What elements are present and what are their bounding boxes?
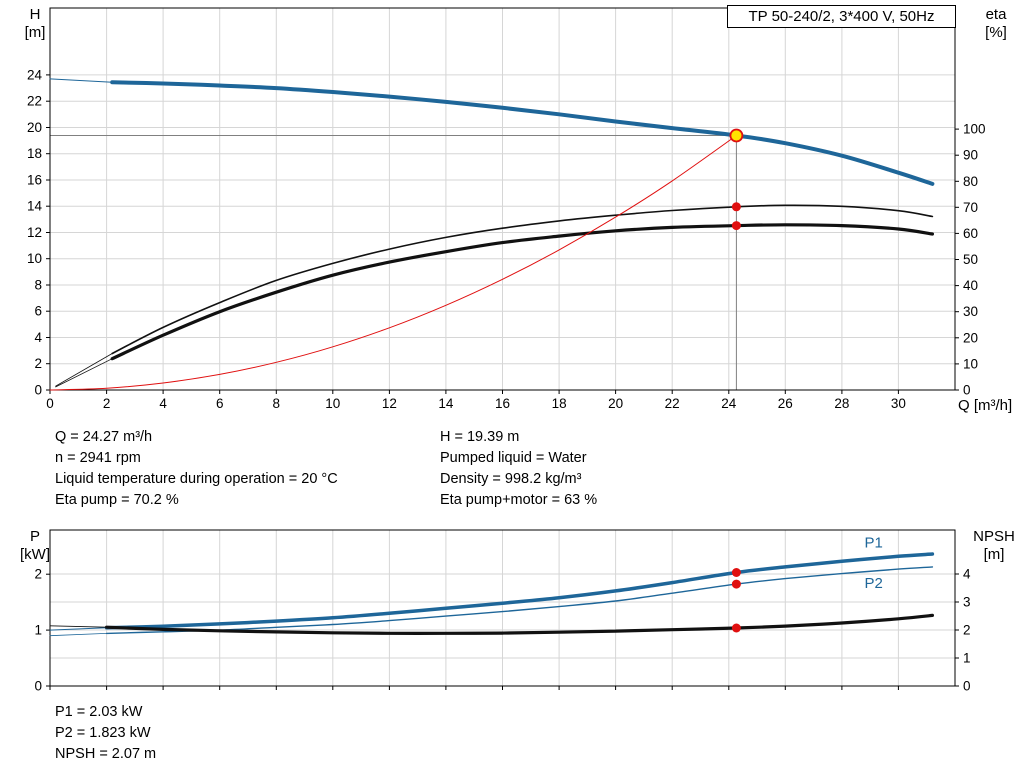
tick-label: 2 [963,623,971,638]
tick-label: 80 [963,174,978,189]
info-p1: P1 = 2.03 kW [55,704,143,720]
info-density: Density = 998.2 kg/m³ [440,471,582,487]
right-axis-title-eta: eta [985,6,1007,23]
curve-eta-pump-lead [55,353,113,387]
tick-label: 100 [963,122,986,137]
right-axis-unit-m: [m] [983,546,1005,563]
tick-label: 1 [963,651,971,666]
operating-point-info-col2: H = 19.39 m Pumped liquid = Water Densit… [440,427,597,511]
hq-eta-chart: 0 2 4 6 8 10 12 14 16 18 20 22 24 26 28 300246810121416… [27,7,986,411]
tick-label: 4 [963,567,971,582]
tick-label: 8 [34,278,42,293]
operating-dot [731,202,741,212]
tick-label: 14 [27,199,43,214]
tick-label: 18 [27,146,42,161]
tick-label: 4 [159,396,167,411]
info-n: n = 2941 rpm [55,450,141,466]
tick-label: 20 [27,120,42,135]
tick-label: 24 [721,396,737,411]
tick-label: 20 [608,396,623,411]
power-npsh-chart: 0 1 2 0 1 2 3 4 P1 P2 [34,529,971,694]
tick-label: 10 [325,396,340,411]
tick-label: 24 [27,67,43,82]
tick-label: 8 [273,396,281,411]
tick-label: 70 [963,200,978,215]
tick-label: 30 [891,396,906,411]
curve-eta-pump-motor-lead [55,358,113,388]
info-h: H = 19.39 m [440,429,520,445]
curve-p2-curve [105,566,934,635]
info-eta-pump-motor: Eta pump+motor = 63 % [440,492,598,508]
operating-dot [731,221,741,231]
tick-label: 18 [552,396,567,411]
tick-label: 0 [963,679,971,694]
tick-label: 0 [34,383,42,398]
curve-p2-lead [49,633,107,637]
tick-label: 0 [46,396,54,411]
tick-label: 12 [382,396,397,411]
operating-dot [731,623,741,633]
info-npsh: NPSH = 2.07 m [55,746,157,762]
right-axis-unit-pct: [%] [985,24,1007,41]
curve-label-p2: P2 [865,575,883,592]
tick-label: 1 [34,623,42,638]
tick-label: 26 [778,396,793,411]
tick-label: 10 [27,251,42,266]
duty-point[interactable] [729,128,744,143]
info-eta-pump: Eta pump = 70.2 % [55,492,179,508]
tick-label: 0 [34,679,42,694]
tick-label: 12 [27,225,42,240]
curve-hq-curve [110,80,935,186]
tick-label: 0 [963,383,971,398]
curve-system-curve [49,135,737,391]
operating-dot [731,579,741,589]
curve-eta-pump [111,204,934,355]
x-axis-title-q: Q [m³/h] [958,397,1013,414]
left-axis-title-p: P [29,528,40,545]
tick-label: 6 [34,304,42,319]
tick-label: 2 [34,356,42,371]
tick-label: 28 [834,396,849,411]
tick-label: 60 [963,226,978,241]
tick-label: 20 [963,330,978,345]
info-temp: Liquid temperature during operation = 20… [55,471,338,487]
tick-label: 22 [27,94,42,109]
operating-point-info-col1: Q = 24.27 m³/h n = 2941 rpm Liquid tempe… [55,427,338,511]
tick-label: 16 [27,173,42,188]
tick-label: 4 [34,330,42,345]
left-axis-unit-kw: [kW] [20,546,50,563]
tick-label: 2 [34,567,42,582]
power-info: P1 = 2.03 kW P2 = 1.823 kW NPSH = 2.07 m [55,702,156,765]
left-axis-title-h: H [29,6,41,23]
pump-type-box: TP 50-240/2, 3*400 V, 50Hz [727,5,956,28]
tick-label: 50 [963,252,978,267]
curve-p1-lead [49,627,108,631]
curve-eta-pump-motor [110,223,934,361]
tick-label: 16 [495,396,510,411]
curve-label-p1: P1 [865,534,883,551]
tick-label: 6 [216,396,224,411]
tick-label: 30 [963,304,978,319]
info-p2: P2 = 1.823 kW [55,725,151,741]
tick-label: 3 [963,595,971,610]
tick-label: 10 [963,356,978,371]
curve-hq-lead [49,78,113,83]
operating-dot [731,568,741,577]
right-axis-title-npsh: NPSH [973,528,1015,545]
tick-label: 90 [963,148,978,163]
tick-label: 22 [665,396,680,411]
tick-label: 2 [103,396,111,411]
tick-label: 14 [438,396,454,411]
info-q: Q = 24.27 m³/h [55,429,153,445]
curve-p1-curve [104,552,935,630]
curve-npsh-curve [105,613,934,635]
curve-npsh-lead [49,625,107,628]
tick-label: 40 [963,278,978,293]
info-liquid: Pumped liquid = Water [440,450,587,466]
left-axis-unit-m: [m] [24,24,46,41]
